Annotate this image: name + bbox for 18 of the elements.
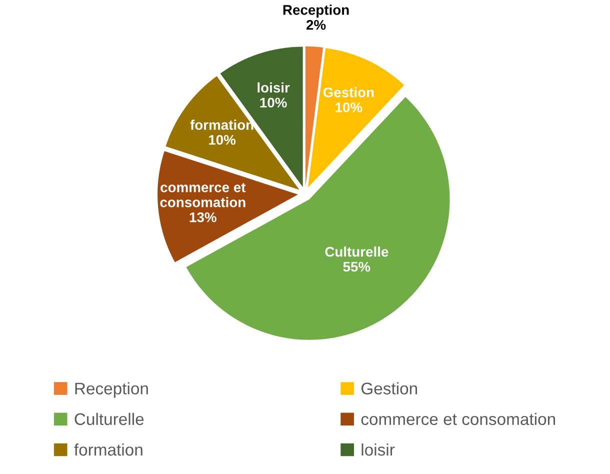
slice-label: Gestion: [323, 87, 374, 98]
legend-label: Gestion: [361, 382, 417, 394]
data-label: 2%: [306, 20, 326, 30]
data-label: 13%: [190, 212, 216, 222]
slice-label: commerce et consomation: [160, 183, 246, 208]
slice-label: loisir: [258, 82, 290, 93]
legend-label: commerce et consomation: [361, 412, 556, 426]
data-label: 55%: [343, 262, 370, 272]
legend-label: Culturelle: [74, 412, 144, 426]
data-label: 10%: [336, 102, 362, 112]
data-label: 10%: [209, 134, 236, 145]
slice-label: Culturelle: [325, 246, 388, 257]
legend-label: Reception: [75, 382, 148, 398]
slice-label: formation: [190, 120, 254, 130]
legend-label: formation: [74, 443, 142, 456]
legend-label: loisir: [362, 443, 395, 456]
data-label: 10%: [260, 98, 287, 108]
slice-label: Reception: [283, 4, 349, 18]
